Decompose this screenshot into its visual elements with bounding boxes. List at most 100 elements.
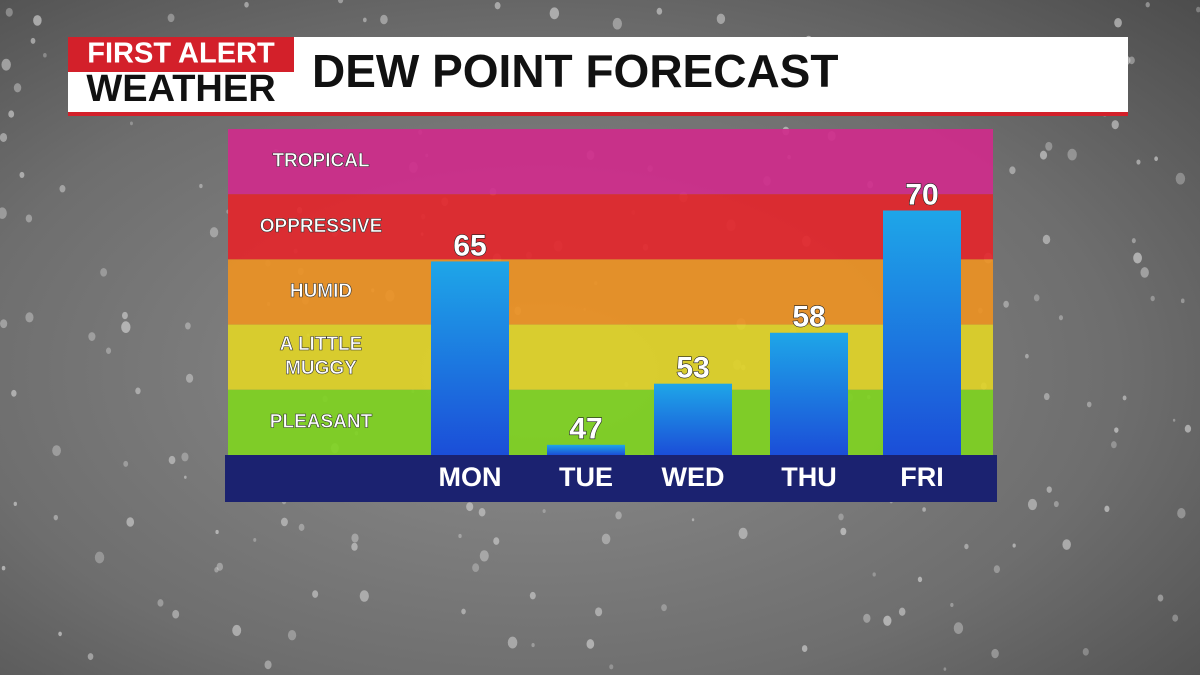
raindrop (1154, 156, 1159, 162)
raindrop (0, 207, 7, 219)
brand-line2: WEATHER (86, 68, 275, 110)
raindrop (199, 183, 203, 189)
raindrop (943, 667, 947, 671)
raindrop (94, 551, 105, 564)
raindrop (601, 533, 611, 545)
raindrop (287, 630, 297, 641)
raindrop (1128, 56, 1135, 65)
raindrop (126, 517, 135, 527)
raindrop (917, 576, 923, 583)
raindrop (100, 267, 108, 277)
raindrop (264, 660, 272, 670)
raindrop (1, 58, 11, 71)
raindrop (1111, 441, 1117, 449)
raindrop (13, 83, 22, 93)
raindrop (1172, 614, 1179, 622)
raindrop (1067, 148, 1077, 161)
raindrop (531, 643, 535, 648)
raindrop (52, 445, 61, 457)
category-band (228, 389, 993, 455)
raindrop (1104, 505, 1110, 513)
raindrop (19, 171, 25, 179)
raindrop (458, 533, 462, 539)
raindrop (105, 347, 112, 354)
band-label: OPPRESSIVE (260, 216, 383, 237)
raindrop (656, 7, 663, 15)
bar (547, 444, 625, 455)
raindrop (253, 538, 257, 542)
raindrop (691, 518, 695, 522)
raindrop (1175, 172, 1186, 185)
raindrop (661, 604, 667, 612)
raindrop (542, 509, 546, 514)
category-band (228, 194, 993, 260)
raindrop (1009, 166, 1016, 175)
x-tick-label: TUE (559, 462, 613, 492)
bar (883, 210, 961, 455)
raindrop (58, 631, 62, 637)
raindrop (337, 0, 344, 4)
raindrop (1039, 150, 1048, 160)
raindrop (59, 184, 66, 193)
raindrop (472, 563, 480, 573)
raindrop (922, 507, 926, 512)
raindrop (359, 590, 369, 602)
raindrop (312, 590, 319, 598)
raindrop (1086, 401, 1092, 408)
raindrop (595, 607, 603, 617)
x-tick-label: WED (662, 462, 725, 492)
raindrop (1177, 508, 1186, 519)
raindrop (167, 13, 175, 23)
raindrop (1184, 424, 1192, 433)
category-band (228, 259, 993, 325)
raindrop (1150, 295, 1155, 302)
raindrop (1062, 539, 1071, 550)
x-tick-label: FRI (900, 462, 944, 492)
raindrop (838, 513, 844, 521)
raindrop (351, 533, 359, 543)
raindrop (168, 455, 176, 465)
raindrop (609, 664, 614, 670)
raindrop (1136, 159, 1141, 165)
raindrop (1027, 498, 1038, 511)
raindrop (181, 452, 189, 462)
raindrop (1131, 238, 1136, 244)
raindrop (479, 550, 489, 562)
raindrop (466, 502, 474, 512)
raindrop (840, 527, 847, 536)
raindrop (1003, 300, 1009, 308)
raindrop (30, 37, 36, 44)
bar (770, 332, 848, 455)
raindrop (380, 14, 388, 25)
raindrop (1042, 234, 1051, 245)
raindrop (298, 523, 305, 531)
raindrop (123, 460, 129, 467)
brand-line1: FIRST ALERT (87, 38, 275, 70)
raindrop (898, 607, 906, 616)
raindrop (529, 591, 536, 600)
raindrop (1045, 141, 1053, 151)
raindrop (244, 1, 249, 8)
header-underline (68, 112, 1128, 116)
raindrop (25, 312, 34, 323)
raindrop (964, 543, 969, 550)
raindrop (738, 527, 748, 540)
raindrop (0, 319, 8, 329)
raindrop (478, 508, 486, 517)
raindrop (1111, 120, 1119, 130)
value-label: 70 (905, 178, 938, 211)
raindrop (863, 613, 871, 623)
band-label: HUMID (290, 281, 352, 302)
raindrop (280, 517, 288, 527)
raindrop (13, 501, 17, 506)
raindrop (185, 373, 194, 383)
raindrop (461, 608, 466, 615)
raindrop (362, 17, 367, 23)
raindrop (216, 562, 224, 571)
axis-strip (225, 455, 997, 502)
raindrop (87, 653, 94, 661)
bar (431, 261, 509, 455)
x-tick-label: MON (439, 462, 502, 492)
raindrop (209, 227, 219, 238)
